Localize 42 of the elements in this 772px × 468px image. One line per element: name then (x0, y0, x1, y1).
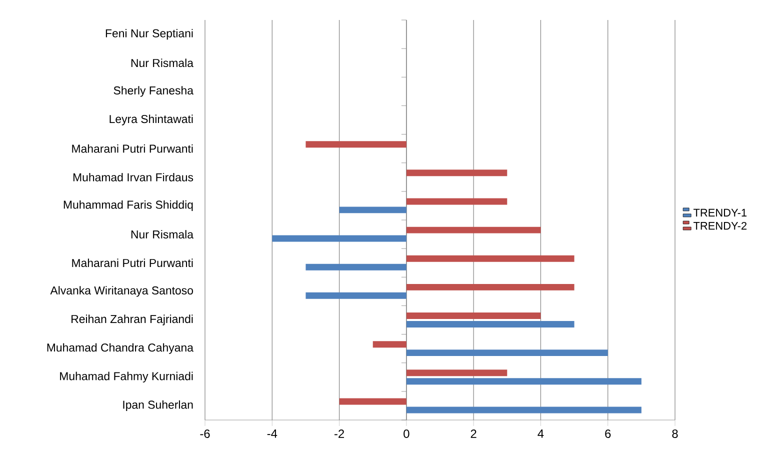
y-tick-label: Muhamad Irvan Firdaus (73, 172, 194, 182)
y-tick-label: Reihan Zahran Fajriandi (72, 314, 193, 326)
y-tick-label: Ipan Suherlan (123, 400, 193, 412)
y-tick-label: Nur Rismala (131, 58, 194, 68)
y-tick-label: Feni Nur Septiani (106, 28, 193, 40)
y-tick-label: Maharani Putri Purwanti (72, 144, 193, 153)
bar (406, 378, 642, 385)
y-tick-label: Leyra Shintawati (110, 114, 193, 126)
y-tick-label: Muhammad Faris Shiddiq (64, 200, 193, 212)
x-tick-label: -4 (267, 430, 278, 438)
bar (306, 264, 406, 270)
bar (406, 284, 574, 290)
bar (406, 198, 508, 205)
x-tick-label: 8 (672, 430, 678, 438)
bar (406, 255, 574, 262)
bar (406, 350, 608, 356)
x-tick-label: -2 (334, 430, 344, 438)
x-tick-label: 0 (404, 430, 410, 438)
x-tick-label: -6 (200, 430, 210, 438)
bar (339, 398, 406, 405)
bar (372, 341, 406, 348)
bar (306, 141, 406, 148)
y-tick-label: Maharani Putri Purwanti (72, 258, 193, 268)
bar (406, 226, 541, 234)
y-tick-label: Nur Rismala (131, 230, 194, 238)
y-tick-label: Sherly Fanesha (114, 86, 194, 97)
bar (406, 312, 541, 320)
y-tick-label: Muhamad Fahmy Kurniadi (60, 372, 193, 382)
bar (406, 170, 508, 176)
bar (406, 406, 642, 414)
x-tick-label: 6 (605, 430, 611, 438)
y-tick-label: Alvanka Wiritanaya Santoso (50, 286, 193, 297)
x-tick-label: 2 (470, 430, 476, 438)
legend-label: TRENDY-2 (694, 222, 747, 230)
bar (406, 320, 574, 328)
bar (306, 292, 406, 299)
bar (272, 235, 406, 242)
bar (339, 206, 406, 214)
legend-label: TRENDY-1 (694, 208, 747, 216)
y-tick-label: Muhamad Chandra Cahyana (47, 343, 194, 354)
bar (406, 370, 508, 376)
x-tick-label: 4 (538, 430, 544, 438)
